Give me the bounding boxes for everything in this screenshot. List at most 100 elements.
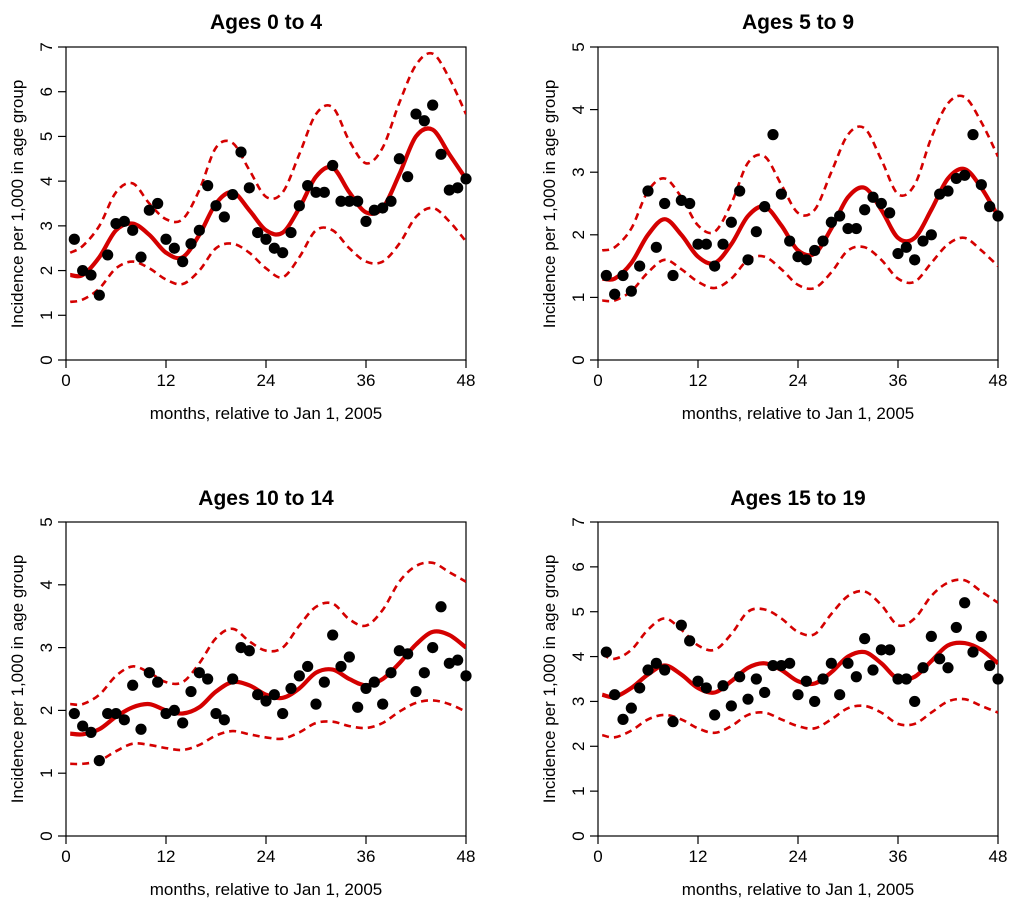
y-axis-label: Incidence per 1,000 in age group — [8, 555, 27, 804]
data-point — [659, 197, 671, 210]
data-point — [617, 269, 629, 282]
x-tick-label: 12 — [689, 371, 708, 390]
y-tick-label: 4 — [569, 652, 588, 661]
data-point — [750, 673, 762, 685]
data-point — [834, 210, 846, 222]
data-point — [227, 188, 239, 201]
data-point — [293, 670, 305, 682]
x-axis-label: months, relative to Jan 1, 2005 — [150, 404, 382, 423]
data-point — [327, 629, 339, 641]
data-point — [842, 657, 854, 669]
data-point — [185, 685, 197, 698]
data-point — [127, 224, 139, 236]
data-point — [393, 153, 405, 165]
x-tick-label: 24 — [789, 847, 808, 866]
plot-frame — [597, 46, 999, 361]
data-point — [684, 197, 696, 210]
data-point — [218, 714, 230, 726]
data-point — [260, 233, 272, 245]
data-point — [435, 601, 447, 613]
data-point — [143, 667, 155, 679]
data-point — [992, 673, 1004, 685]
data-point — [243, 182, 255, 194]
data-point — [792, 689, 804, 701]
data-point — [742, 254, 754, 266]
y-tick-label: 0 — [569, 831, 588, 840]
data-point — [825, 657, 837, 669]
data-point — [759, 686, 771, 699]
x-tick-label: 36 — [357, 371, 376, 390]
fitted-line — [601, 166, 998, 282]
upper-bound-line — [69, 51, 466, 254]
lower-bound-line — [602, 236, 998, 303]
data-point — [193, 224, 205, 236]
data-point — [992, 210, 1004, 222]
upper-bound-line — [601, 94, 998, 252]
data-point — [917, 662, 929, 674]
data-point — [218, 211, 230, 223]
data-point — [285, 682, 297, 695]
data-point — [692, 675, 704, 687]
data-point — [168, 704, 180, 717]
y-tick-label: 2 — [37, 706, 56, 715]
y-tick-label: 7 — [569, 517, 588, 526]
data-point — [700, 238, 712, 250]
data-point — [892, 247, 904, 260]
data-point — [625, 285, 637, 297]
y-tick-label: 7 — [37, 42, 56, 51]
data-point — [202, 673, 214, 685]
data-point — [118, 714, 130, 726]
lower-bound-line — [70, 699, 466, 766]
data-point — [210, 200, 222, 212]
data-point — [900, 673, 912, 685]
data-point — [875, 644, 887, 656]
data-point — [277, 707, 289, 720]
data-point — [260, 695, 272, 707]
data-point — [800, 675, 812, 687]
data-point — [850, 671, 862, 683]
data-point — [600, 646, 612, 658]
y-tick-label: 0 — [37, 831, 56, 840]
data-point — [650, 241, 662, 253]
data-point — [634, 682, 646, 694]
data-point — [834, 689, 846, 701]
x-tick-label: 48 — [989, 847, 1008, 866]
data-point — [268, 689, 280, 701]
data-point — [293, 200, 305, 212]
y-tick-label: 6 — [37, 87, 56, 96]
data-point — [734, 671, 746, 683]
data-point — [385, 667, 397, 679]
data-point — [77, 264, 89, 277]
data-point — [193, 667, 205, 679]
data-point — [875, 197, 887, 210]
data-point — [942, 662, 954, 674]
x-tick-label: 0 — [593, 371, 602, 390]
data-point — [360, 682, 372, 695]
data-point — [110, 707, 122, 720]
y-tick-label: 0 — [37, 355, 56, 364]
data-point — [725, 700, 737, 712]
x-tick-label: 24 — [257, 847, 276, 866]
upper-bound-line — [70, 561, 466, 707]
y-tick-label: 1 — [37, 768, 56, 777]
data-point — [617, 713, 629, 725]
y-tick-label: 3 — [569, 167, 588, 176]
data-point — [352, 195, 364, 207]
data-point — [418, 115, 430, 127]
data-point — [609, 288, 621, 300]
data-point — [934, 653, 946, 665]
data-point — [410, 108, 422, 120]
data-point — [959, 169, 971, 181]
data-point — [817, 673, 829, 685]
x-tick-label: 12 — [689, 847, 708, 866]
data-point — [817, 235, 829, 247]
y-tick-label: 5 — [569, 42, 588, 51]
data-point — [967, 129, 979, 141]
data-point — [360, 215, 372, 227]
data-point — [152, 197, 164, 210]
data-point — [909, 695, 921, 708]
x-tick-label: 48 — [457, 847, 476, 866]
x-tick-label: 36 — [357, 847, 376, 866]
data-point — [327, 159, 339, 172]
